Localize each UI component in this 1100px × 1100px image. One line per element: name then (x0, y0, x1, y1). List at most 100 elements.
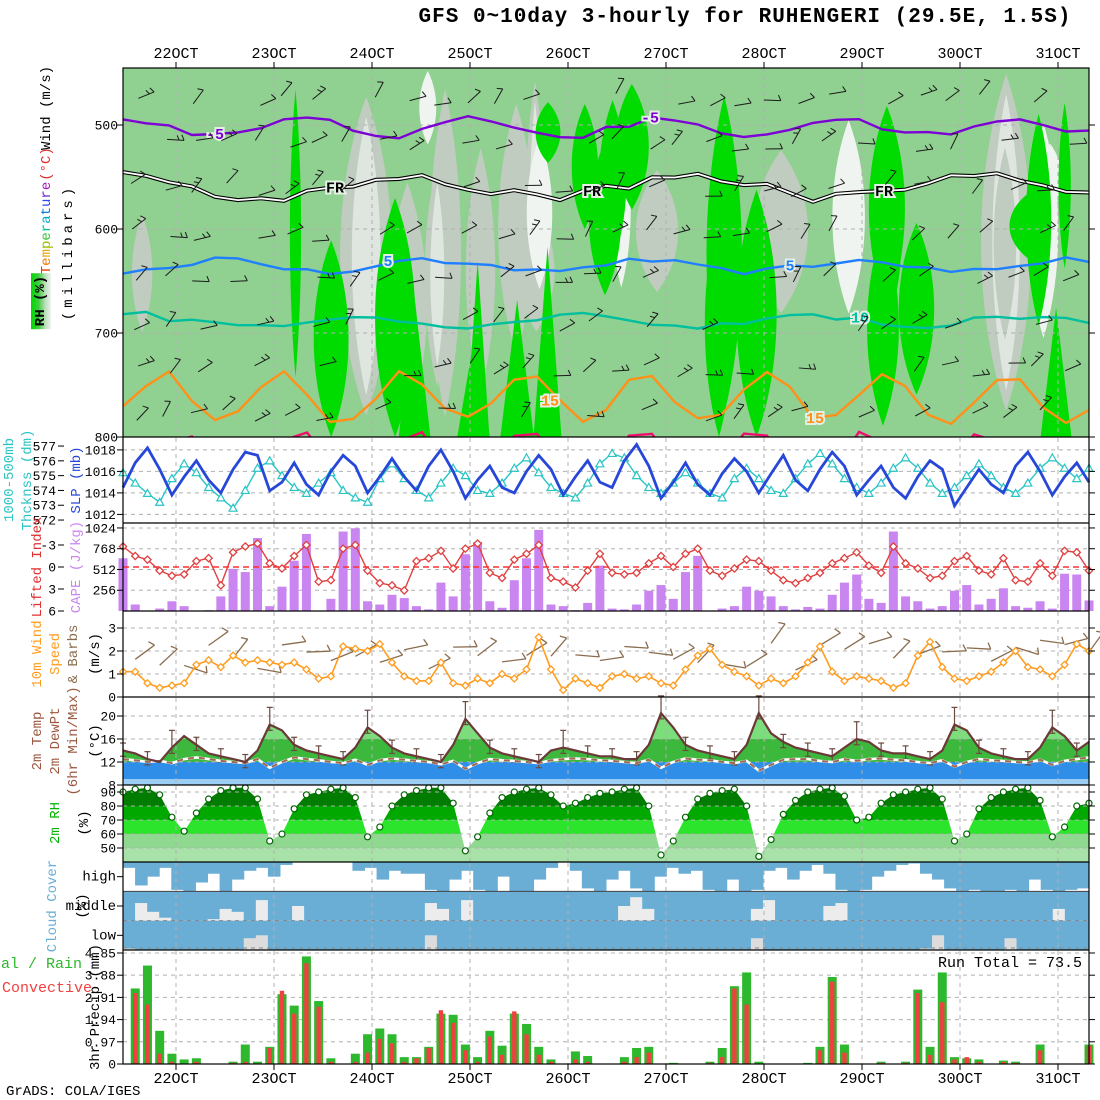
svg-text:23OCT: 23OCT (251, 1071, 296, 1088)
millibars-axis-label: (millibars) (61, 183, 77, 321)
dewpt2m-label: 2m DewPt (48, 707, 64, 775)
svg-text:500: 500 (95, 119, 118, 134)
svg-text:28OCT: 28OCT (741, 1071, 786, 1088)
svg-text:1012: 1012 (85, 508, 116, 523)
svg-text:90: 90 (100, 786, 116, 801)
svg-text:60: 60 (100, 828, 116, 843)
svg-text:FR: FR (875, 184, 893, 201)
temperature-letter: e (39, 257, 55, 266)
svg-text:30OCT: 30OCT (937, 1071, 982, 1088)
svg-text:572: 572 (33, 514, 56, 529)
svg-text:middle: middle (66, 899, 116, 915)
svg-text:5: 5 (383, 254, 392, 271)
svg-text:574: 574 (33, 484, 57, 499)
rh2m-label: 2m RH (48, 801, 64, 845)
svg-text:600: 600 (95, 223, 118, 238)
svg-text:12: 12 (100, 756, 116, 771)
svg-text:3: 3 (48, 583, 56, 598)
svg-text:4.85: 4.85 (85, 946, 116, 961)
run-total-text: Run Total = 73.5 (937, 955, 1082, 972)
svg-text:80: 80 (100, 800, 116, 815)
thickness-label-1: 1000-500mb (2, 437, 18, 523)
svg-text:5: 5 (785, 258, 794, 275)
total-rain-label: Total / Rain (0, 956, 83, 973)
svg-text:2: 2 (108, 645, 116, 660)
svg-text:1018: 1018 (85, 443, 116, 458)
svg-text:1016: 1016 (85, 465, 116, 480)
svg-text:6: 6 (48, 605, 56, 620)
temperature-letter: e (39, 232, 55, 241)
degc-label: (°C) (88, 724, 104, 758)
svg-text:577: 577 (33, 440, 56, 455)
temperature-letter: t (39, 206, 55, 216)
page-title: GFS 0~10day 3-hourly for RUHENGERI (29.5… (418, 6, 1072, 29)
pct2-label: (%) (75, 893, 91, 919)
svg-text:26OCT: 26OCT (545, 46, 590, 63)
temperature-letter: a (39, 215, 55, 224)
svg-text:24OCT: 24OCT (349, 1071, 394, 1088)
svg-text:29OCT: 29OCT (839, 46, 884, 63)
svg-text:0: 0 (108, 691, 116, 706)
svg-text:3.88: 3.88 (85, 969, 116, 984)
svg-text:27OCT: 27OCT (643, 46, 688, 63)
svg-text:10: 10 (851, 311, 869, 328)
svg-text:22OCT: 22OCT (153, 46, 198, 63)
svg-text:31OCT: 31OCT (1035, 46, 1080, 63)
cape-label: CAPE (J/kg) (69, 520, 85, 614)
temperature-letter: r (39, 223, 55, 233)
svg-text:512: 512 (93, 563, 116, 578)
svg-text:23OCT: 23OCT (251, 46, 296, 63)
svg-text:573: 573 (33, 499, 56, 514)
cloud-cover-label: Cloud Cover (45, 859, 61, 953)
svg-text:0: 0 (108, 1058, 116, 1073)
speed-label: Speed (48, 632, 64, 676)
svg-text:8: 8 (108, 779, 116, 794)
svg-text:15: 15 (806, 411, 824, 428)
svg-text:20: 20 (100, 710, 116, 725)
svg-text:22OCT: 22OCT (153, 1071, 198, 1088)
temperature-letter: m (39, 249, 55, 258)
slp-label: SLP (mb) (69, 446, 85, 514)
svg-text:800: 800 (95, 431, 118, 446)
svg-text:1024: 1024 (85, 521, 116, 536)
svg-text:256: 256 (93, 584, 116, 599)
svg-text:70: 70 (100, 814, 116, 829)
svg-text:15: 15 (541, 393, 559, 410)
temperature-letter: u (39, 198, 55, 207)
svg-text:25OCT: 25OCT (447, 1071, 492, 1088)
thickness-label-2: Thcknss (dm) (20, 429, 36, 531)
svg-text:31OCT: 31OCT (1035, 1071, 1080, 1088)
svg-text:24OCT: 24OCT (349, 46, 394, 63)
ms-unit-label: (m/s) (88, 632, 104, 676)
svg-text:50: 50 (100, 842, 116, 857)
precip3hr-label: 3hr Precip (mm) (88, 943, 104, 1071)
svg-text:28OCT: 28OCT (741, 46, 786, 63)
svg-text:1.94: 1.94 (85, 1013, 116, 1028)
svg-text:0: 0 (48, 561, 56, 576)
svg-text:FR: FR (583, 184, 601, 201)
temp2m-label: 2m Temp (30, 711, 46, 771)
barbs-label: & Barbs (66, 624, 82, 684)
svg-text:16: 16 (100, 733, 116, 748)
wind-axis-label: Wind (m/s) (39, 65, 55, 151)
svg-text:2.91: 2.91 (85, 991, 116, 1006)
svg-text:3: 3 (108, 622, 116, 637)
svg-text:1: 1 (108, 668, 116, 683)
svg-text:-5: -5 (206, 127, 224, 144)
temp-unit-label: (°C) (39, 147, 55, 181)
svg-text:25OCT: 25OCT (447, 46, 492, 63)
svg-text:26OCT: 26OCT (545, 1071, 590, 1088)
convective-label: Convective (2, 980, 93, 997)
svg-text:high: high (82, 870, 116, 886)
svg-text:-3: -3 (40, 539, 56, 554)
temperature-letter: e (39, 181, 55, 191)
svg-text:575: 575 (33, 469, 56, 484)
lifted-index-label: Lifted Index (30, 516, 46, 618)
svg-text:30OCT: 30OCT (937, 46, 982, 63)
rh-axis-label: RH (%) (31, 272, 51, 330)
temperature-letter: r (39, 190, 55, 199)
pct1-label: (%) (77, 810, 93, 836)
svg-text:-5: -5 (641, 110, 659, 127)
svg-text:low: low (91, 928, 117, 944)
